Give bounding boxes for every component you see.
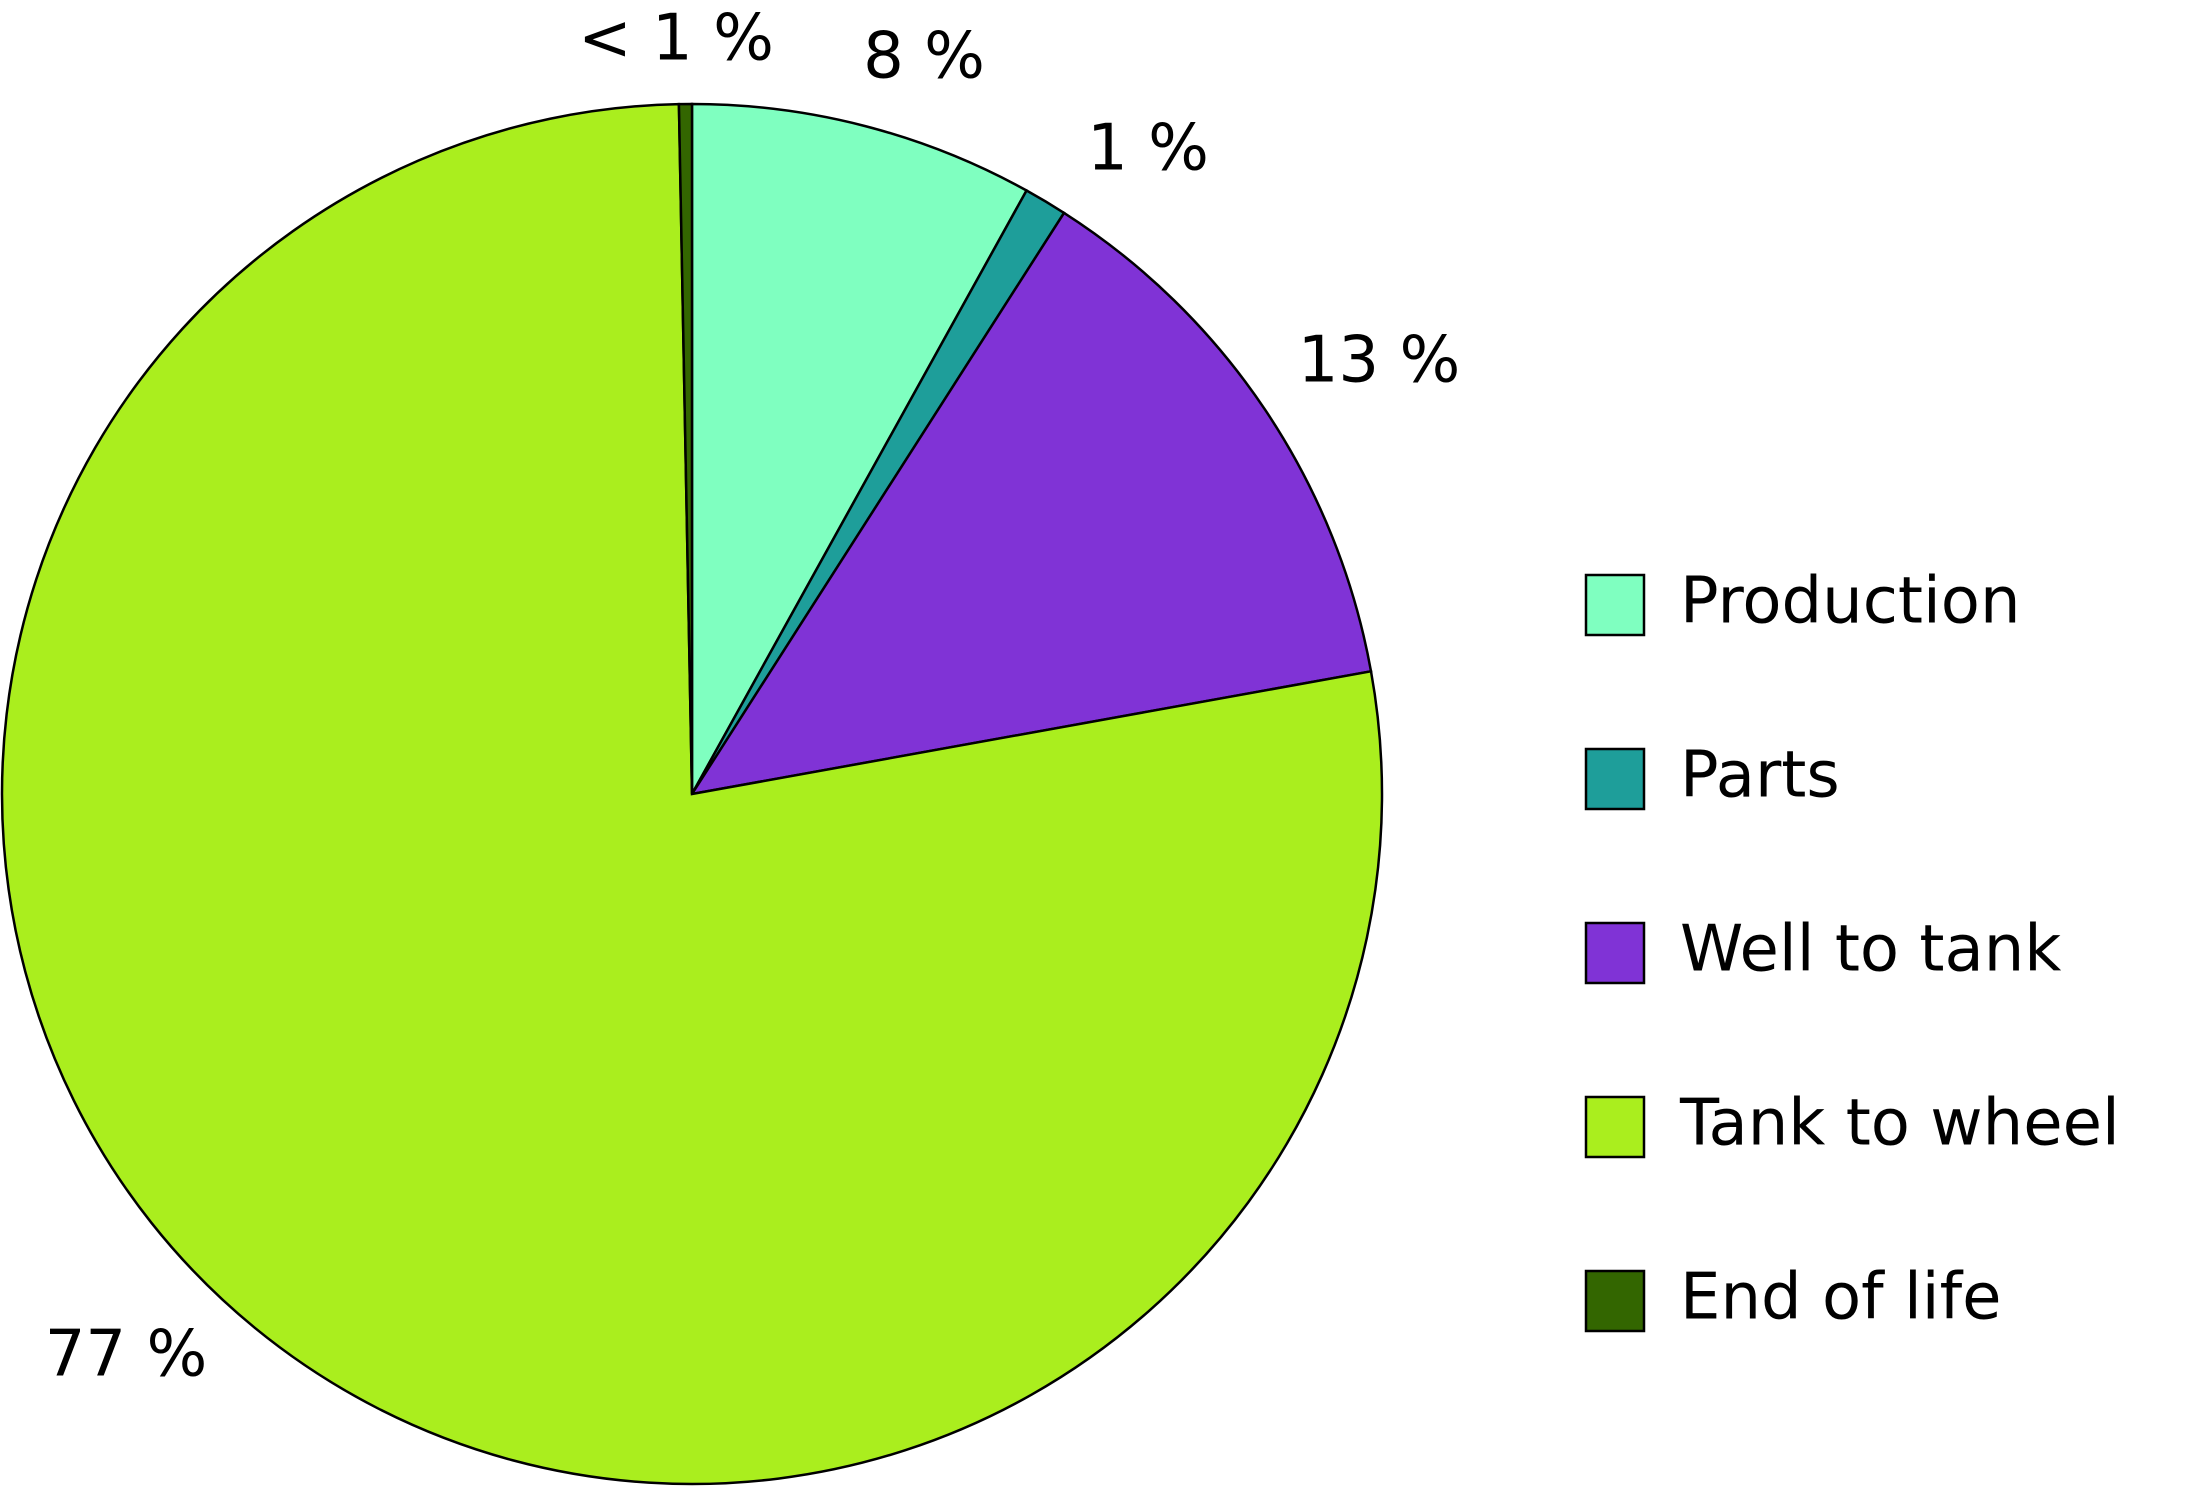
pie-slice (677, 102, 694, 795)
legend-label: Parts (1680, 739, 1840, 813)
data-label: < 1 % (578, 2, 774, 76)
legend-label: Tank to wheel (1679, 1087, 2120, 1161)
legend-swatch (1584, 1095, 1646, 1159)
pie-slice (0, 102, 1384, 1486)
data-label: 77 % (45, 1318, 208, 1392)
legend-label: Well to tank (1680, 913, 2061, 987)
legend-swatch (1584, 921, 1646, 985)
pie-slice (690, 102, 1029, 799)
legend-label: End of life (1680, 1261, 2001, 1335)
data-label: 1 % (1087, 112, 1209, 186)
pie-slice (689, 211, 1373, 796)
legend-label: Production (1680, 565, 2021, 639)
data-label: 8 % (863, 20, 985, 94)
legend-swatch (1584, 747, 1646, 811)
legend-swatch (1584, 1269, 1646, 1333)
legend-swatch (1584, 573, 1646, 637)
data-label: 13 % (1298, 324, 1461, 398)
